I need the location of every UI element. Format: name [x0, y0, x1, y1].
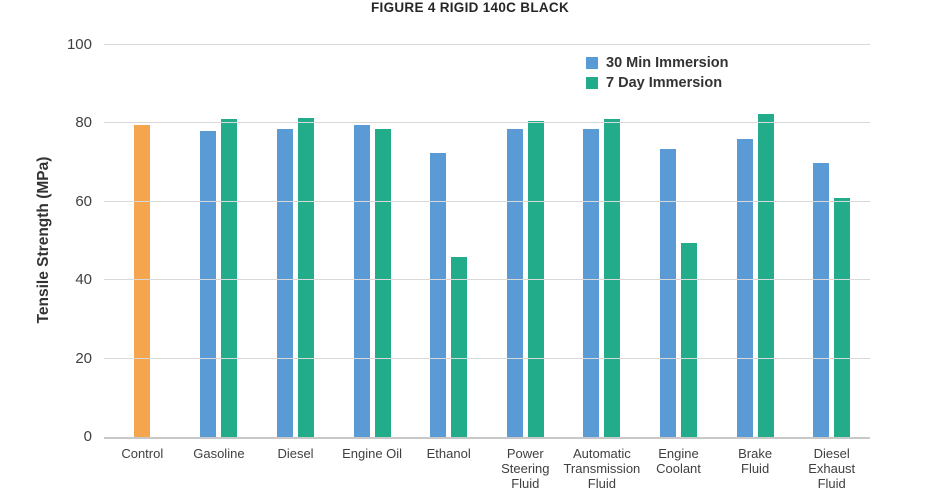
y-tick-label-100: 100 [66, 36, 92, 53]
bar-engine-coolant-7-day-immersion [680, 242, 697, 437]
legend-label-7-day-immersion: 7 Day Immersion [606, 75, 723, 91]
category-column-ethanol [410, 45, 487, 437]
chart-title: FIGURE 4 RIGID 140C BLACK [370, 0, 570, 15]
category-column-gasoline [181, 45, 258, 437]
category-column-brake-fluid [717, 45, 794, 437]
x-axis-label-power-steering-fluid: Power Steering Fluid [501, 446, 550, 491]
gridline-100 [104, 44, 870, 45]
category-column-engine-oil [334, 45, 411, 437]
bar-diesel-7-day-immersion [297, 117, 314, 437]
y-tick-label-60: 60 [75, 192, 92, 210]
y-tick-label-40: 40 [75, 271, 92, 289]
category-column-diesel [257, 45, 334, 437]
bar-diesel-30-min-immersion [276, 129, 293, 437]
legend-label-30-min-immersion: 30 Min Immersion [606, 55, 729, 71]
category-column-engine-coolant [640, 45, 717, 437]
bar-diesel-exhaust-fluid-30-min-immersion [813, 162, 830, 437]
bar-engine-coolant-30-min-immersion [659, 148, 676, 437]
bar-automatic-transmission-fluid-30-min-immersion [583, 129, 600, 437]
category-column-power-steering-fluid [487, 45, 564, 437]
gridline-40 [104, 279, 870, 281]
bar-engine-oil-7-day-immersion [374, 129, 391, 437]
bar-ethanol-30-min-immersion [430, 152, 447, 437]
bar-gasoline-30-min-immersion [200, 131, 217, 437]
category-column-diesel-exhaust-fluid [793, 45, 870, 437]
legend-swatch-icon-30-min-immersion [586, 57, 598, 69]
x-axis-label-automatic-transmission-fluid: Automatic Transmission Fluid [563, 446, 641, 491]
legend: 30 Min Immersion 7 Day Immersion [586, 54, 728, 92]
y-tick-label-80: 80 [75, 114, 92, 132]
bar-diesel-exhaust-fluid-7-day-immersion [834, 197, 851, 437]
legend-swatch-icon-7-day-immersion [586, 77, 598, 89]
category-column-automatic-transmission-fluid [564, 45, 641, 437]
bars-container [104, 45, 870, 437]
gridline-60 [104, 200, 870, 202]
x-axis-label-diesel-exhaust-fluid: Diesel Exhaust Fluid [808, 446, 856, 491]
bar-brake-fluid-30-min-immersion [736, 139, 753, 437]
x-axis-label-gasoline: Gasoline [193, 446, 245, 461]
x-axis-label-engine-coolant: Engine Coolant [656, 446, 701, 476]
bar-brake-fluid-7-day-immersion [757, 113, 774, 437]
y-tick-label-0: 0 [83, 428, 92, 445]
legend-item-30-min-immersion: 30 Min Immersion [586, 54, 728, 72]
bar-engine-oil-30-min-immersion [353, 125, 370, 437]
x-axis-label-brake-fluid: Brake Fluid [738, 446, 773, 476]
plot-area [104, 44, 870, 439]
bar-ethanol-7-day-immersion [451, 256, 468, 437]
bar-power-steering-fluid-30-min-immersion [506, 129, 523, 437]
y-axis-title: Tensile Strength (MPa) [35, 156, 52, 324]
bar-control-control [134, 125, 151, 437]
gridline-20 [104, 357, 870, 359]
x-axis-label-diesel: Diesel [277, 446, 314, 461]
y-tick-label-20: 20 [75, 349, 92, 367]
x-axis-label-control: Control [121, 446, 164, 461]
gridline-80 [104, 122, 870, 124]
legend-item-7-day-immersion: 7 Day Immersion [586, 74, 728, 92]
x-axis-label-engine-oil: Engine Oil [342, 446, 403, 461]
category-column-control [104, 45, 181, 437]
x-axis-label-ethanol: Ethanol [426, 446, 471, 461]
